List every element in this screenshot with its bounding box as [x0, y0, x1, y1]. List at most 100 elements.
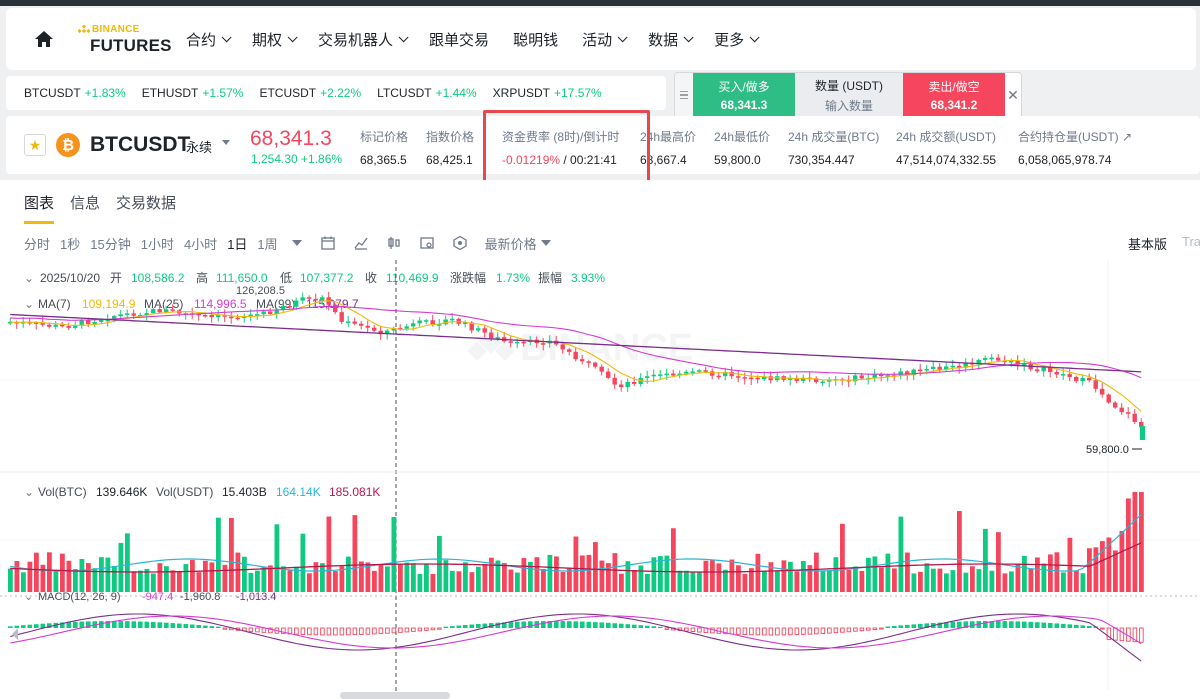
- candlestick-chart[interactable]: BINANCE ⌄ 2025/10/20 开 108,586.2 高 111,6…: [0, 260, 1200, 692]
- sell-short-button[interactable]: 卖出/做空 68,341.2: [903, 73, 1005, 117]
- logo-bottom-text: FUTURES: [90, 36, 172, 55]
- legend-open: 108,586.2: [131, 271, 185, 285]
- macd-histogram: [8, 621, 1144, 643]
- interval-line[interactable]: 分时: [24, 236, 51, 252]
- svg-text:⌄: ⌄: [24, 485, 34, 499]
- vol-ma2-value: 185.081K: [329, 485, 380, 499]
- vol-ma1-value: 164.14K: [276, 485, 321, 499]
- chevron-down-icon: [221, 31, 232, 42]
- high-marker-label: 126,208.5: [236, 285, 285, 297]
- btc-coin-icon: ₿: [56, 133, 80, 157]
- volume-legend: ⌄ Vol(BTC) 139.646K Vol(USDT) 15.403B 16…: [24, 485, 380, 499]
- stat-funding-rate[interactable]: 资金费率 (8时)/倒计时 -0.01219% / 00:21:41: [502, 130, 620, 167]
- chart-panel: 图表 信息 交易数据 分时 1秒 15分钟 1小时 4小时 1日 1周 最新价格…: [0, 180, 1200, 699]
- top-nav: BINANCE FUTURES 合约 期权 交易机器人 跟单交易 聪明钱 活动 …: [6, 8, 1196, 70]
- macd-legend: ⌄ MACD(12, 26, 9) -947.4 -1,960.8 -1,013…: [24, 591, 276, 603]
- svg-text:MACD(12, 26, 9): MACD(12, 26, 9): [38, 591, 121, 603]
- ticker-item[interactable]: XRPUSDT +17.57%: [492, 86, 602, 100]
- legend-close: 110,469.9: [386, 271, 439, 285]
- svg-text:MA(25): MA(25): [144, 297, 183, 311]
- low-marker-label: 59,800.0: [1086, 444, 1129, 456]
- close-icon[interactable]: ✕: [1005, 73, 1021, 117]
- buy-long-button[interactable]: 买入/做多 68,341.3: [693, 73, 795, 117]
- svg-text:低: 低: [280, 271, 292, 285]
- drag-handle-icon[interactable]: [675, 73, 693, 117]
- stat-24h-high: 24h最高价 68,667.4: [640, 130, 697, 167]
- chart-legend: ⌄ 2025/10/20 开 108,586.2 高 111,650.0 低 1…: [24, 270, 605, 311]
- tab-info[interactable]: 信息: [70, 195, 101, 212]
- depth-icon[interactable]: [452, 235, 468, 251]
- ma-lines: [10, 300, 1142, 412]
- svg-text:收: 收: [365, 271, 377, 285]
- stat-24h-low: 24h最低价 59,800.0: [714, 130, 771, 167]
- chart-tabs: 图表 信息 交易数据: [24, 192, 192, 224]
- ticker-item[interactable]: ETCUSDT +2.22%: [259, 86, 362, 100]
- symbol-name[interactable]: BTCUSDT: [90, 133, 191, 156]
- interval-1h[interactable]: 1小时: [140, 236, 174, 252]
- menu-item-data[interactable]: 数据: [648, 29, 694, 50]
- svg-text:⌄: ⌄: [24, 297, 34, 311]
- legend-date: 2025/10/20: [40, 271, 100, 285]
- ticker-item[interactable]: BTCUSDT +1.83%: [24, 86, 126, 100]
- menu-item-events[interactable]: 活动: [582, 29, 628, 50]
- stat-mark-price: 标记价格 68,365.5: [360, 130, 409, 167]
- ticker-item[interactable]: LTCUSDT +1.44%: [377, 86, 477, 100]
- chart-scrollbar[interactable]: [340, 692, 450, 699]
- stat-open-interest[interactable]: 合约持仓量(USDT) ↗ 6,058,065,978.74: [1018, 130, 1133, 167]
- tab-chart[interactable]: 图表: [24, 192, 55, 224]
- chevron-down-icon: [398, 31, 409, 42]
- legend-high: 111,650.0: [216, 271, 268, 285]
- ma25-value: 114,996.5: [194, 297, 247, 311]
- symbol-header: ★ ₿ BTCUSDT 永续 68,341.3 1,254.30 +1.86% …: [6, 116, 1200, 174]
- menu-item-copy-trading[interactable]: 跟单交易: [429, 31, 490, 49]
- legend-change: 1.73%: [496, 271, 530, 285]
- interval-1d[interactable]: 1日: [227, 236, 248, 252]
- candle-type-icon[interactable]: [386, 235, 402, 251]
- chevron-down-icon: [617, 31, 628, 42]
- price-type-select[interactable]: 最新价格: [484, 236, 537, 252]
- favorite-star-icon[interactable]: ★: [24, 134, 46, 156]
- quantity-input[interactable]: 数量 (USDT) 输入数量: [795, 73, 903, 117]
- basic-version-button[interactable]: 基本版: [1128, 237, 1168, 252]
- calendar-icon[interactable]: [320, 235, 336, 251]
- indicator-icon[interactable]: [353, 235, 369, 251]
- top-strip: [0, 0, 1200, 6]
- macd-lines: [10, 613, 1142, 662]
- ma7-value: 109,194.9: [82, 297, 136, 311]
- menu-item-options[interactable]: 期权: [252, 29, 298, 50]
- volume-bars: [8, 492, 1144, 592]
- menu-item-contracts[interactable]: 合约: [186, 29, 232, 50]
- menu-item-more[interactable]: 更多: [714, 29, 760, 50]
- tab-trading-data[interactable]: 交易数据: [116, 195, 177, 212]
- logo-top-text: BINANCE: [92, 24, 140, 35]
- chart-toolbar: 分时 1秒 15分钟 1小时 4小时 1日 1周 最新价格 基本版 Trad: [24, 232, 1200, 254]
- ticker-item[interactable]: ETHUSDT +1.57%: [141, 86, 244, 100]
- interval-15m[interactable]: 15分钟: [90, 236, 131, 252]
- svg-text:Vol(USDT): Vol(USDT): [156, 485, 213, 499]
- svg-text:-947.4: -947.4: [142, 591, 173, 603]
- svg-text:涨跌幅: 涨跌幅: [450, 270, 486, 285]
- caret-down-icon[interactable]: [222, 140, 230, 145]
- svg-text:Vol(BTC): Vol(BTC): [38, 485, 87, 499]
- interval-4h[interactable]: 4小时: [183, 236, 218, 252]
- chevron-down-icon: [683, 31, 694, 42]
- tradingview-button[interactable]: Trad: [1182, 234, 1200, 249]
- interval-1w[interactable]: 1周: [257, 236, 278, 252]
- menu-item-smart-money[interactable]: 聪明钱: [513, 31, 559, 49]
- menu-item-trading-bots[interactable]: 交易机器人: [318, 29, 409, 50]
- chevron-down-icon: [749, 31, 760, 42]
- main-menu: 合约 期权 交易机器人 跟单交易 聪明钱 活动 数据 更多: [186, 29, 780, 50]
- svg-text:MA(7): MA(7): [38, 297, 71, 311]
- price-type-dropdown-icon[interactable]: [540, 240, 551, 246]
- interval-dropdown-icon[interactable]: [291, 240, 302, 246]
- interval-1s[interactable]: 1秒: [60, 236, 81, 252]
- vol-btc-value: 139.646K: [96, 485, 147, 499]
- svg-text:高: 高: [196, 270, 208, 285]
- stat-index-price: 指数价格 68,425.1: [426, 130, 475, 167]
- stat-24h-volume-btc: 24h 成交量(BTC) 730,354.447: [788, 130, 880, 167]
- settings-display-icon[interactable]: [419, 235, 435, 251]
- contract-type: 永续: [186, 140, 213, 155]
- binance-futures-logo[interactable]: BINANCE FUTURES: [78, 22, 174, 56]
- home-icon[interactable]: [30, 25, 58, 53]
- collapse-arrow-icon[interactable]: [12, 628, 18, 640]
